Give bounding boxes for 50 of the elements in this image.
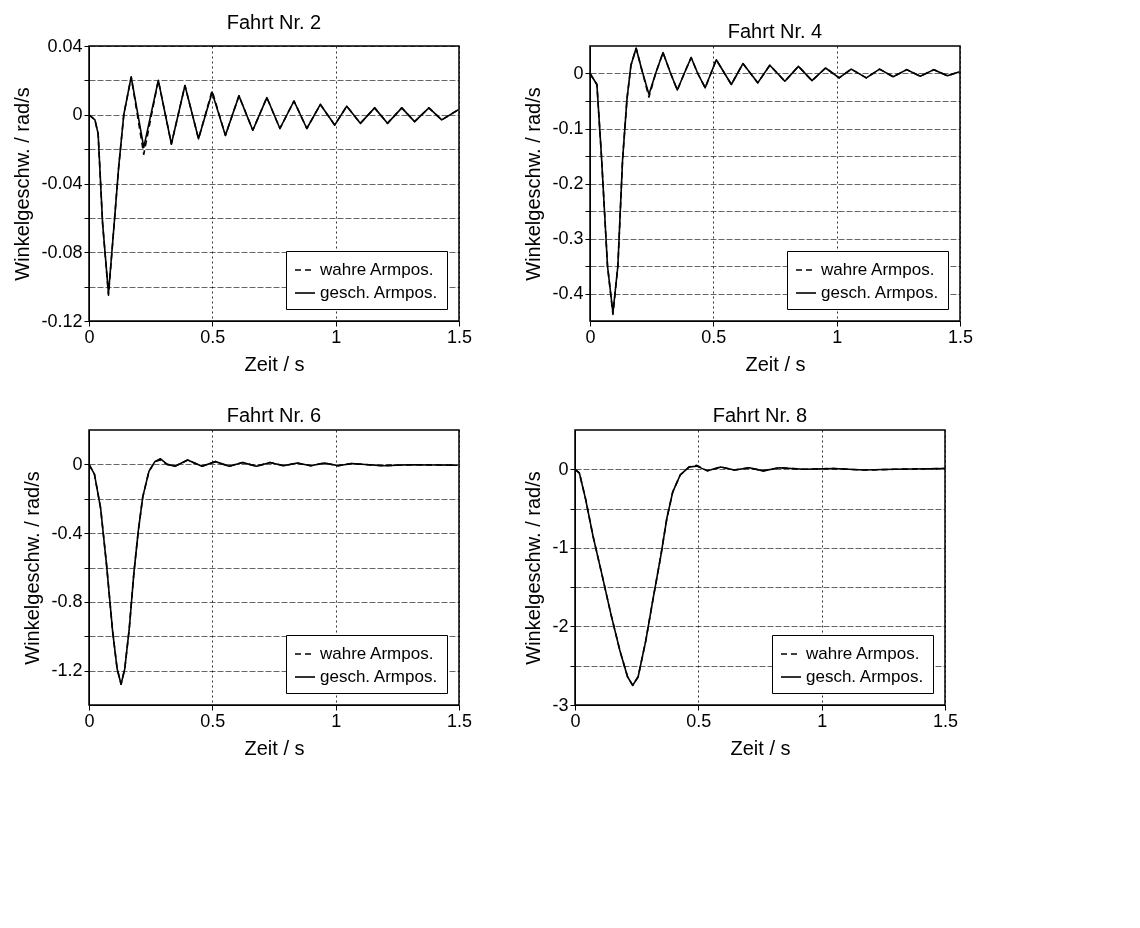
- y-tick-label: -2: [552, 615, 569, 636]
- y-tick-label: -0.08: [41, 241, 83, 262]
- y-tick-label: 0: [573, 63, 584, 83]
- x-axis-title: Zeit / s: [730, 736, 791, 759]
- legend-label: gesch. Armpos.: [320, 667, 438, 686]
- chart-title: Fahrt Nr. 4: [727, 20, 823, 42]
- y-tick-label: -0.4: [552, 283, 584, 303]
- x-tick-label: 1.5: [446, 326, 473, 347]
- x-tick-label: 1.5: [446, 710, 473, 731]
- x-axis-title: Zeit / s: [244, 352, 305, 375]
- y-tick-label: 0: [558, 458, 569, 479]
- x-tick-label: 0.5: [200, 326, 226, 347]
- x-tick-label: 1.5: [947, 326, 974, 347]
- x-tick-label: 1.5: [932, 710, 959, 731]
- y-tick-label: -0.4: [51, 522, 83, 543]
- chart-title: Fahrt Nr. 2: [226, 11, 322, 33]
- legend-label: wahre Armpos.: [820, 260, 935, 279]
- x-tick-label: 0.5: [686, 710, 712, 731]
- y-tick-label: -0.8: [51, 591, 83, 612]
- y-tick-label: -3: [552, 694, 569, 715]
- legend-label: gesch. Armpos.: [320, 283, 438, 302]
- chart-title: Fahrt Nr. 6: [226, 404, 322, 426]
- legend-label: gesch. Armpos.: [806, 667, 924, 686]
- y-tick-label: -1.2: [51, 660, 83, 681]
- y-tick-label: 0: [72, 453, 83, 474]
- x-tick-label: 0.5: [200, 710, 226, 731]
- y-tick-label: -0.04: [41, 173, 83, 193]
- x-tick-label: 1: [817, 710, 828, 731]
- x-axis-title: Zeit / s: [745, 352, 806, 375]
- legend-label: wahre Armpos.: [805, 644, 920, 663]
- x-tick-label: 1: [331, 710, 342, 731]
- y-tick-label: -1: [552, 537, 569, 558]
- x-axis-title: Zeit / s: [244, 736, 305, 759]
- y-axis-title: Winkelgeschw. / rad/s: [522, 87, 545, 281]
- y-tick-label: -0.3: [552, 228, 584, 248]
- y-tick-label: 0.04: [47, 35, 83, 56]
- y-tick-label: -0.1: [552, 118, 584, 138]
- y-axis-title: Winkelgeschw. / rad/s: [522, 471, 545, 665]
- legend-label: gesch. Armpos.: [821, 283, 939, 302]
- chart-title: Fahrt Nr. 8: [712, 404, 808, 426]
- legend-label: wahre Armpos.: [319, 644, 434, 663]
- y-tick-label: 0: [72, 104, 83, 125]
- x-tick-label: 0.5: [701, 326, 727, 347]
- legend-label: wahre Armpos.: [319, 260, 434, 279]
- x-tick-label: 1: [832, 326, 843, 347]
- x-tick-label: 1: [331, 326, 342, 347]
- y-axis-title: Winkelgeschw. / rad/s: [21, 471, 44, 665]
- y-tick-label: -0.2: [552, 173, 584, 193]
- y-axis-title: Winkelgeschw. / rad/s: [11, 87, 34, 281]
- y-tick-label: -0.12: [41, 310, 83, 331]
